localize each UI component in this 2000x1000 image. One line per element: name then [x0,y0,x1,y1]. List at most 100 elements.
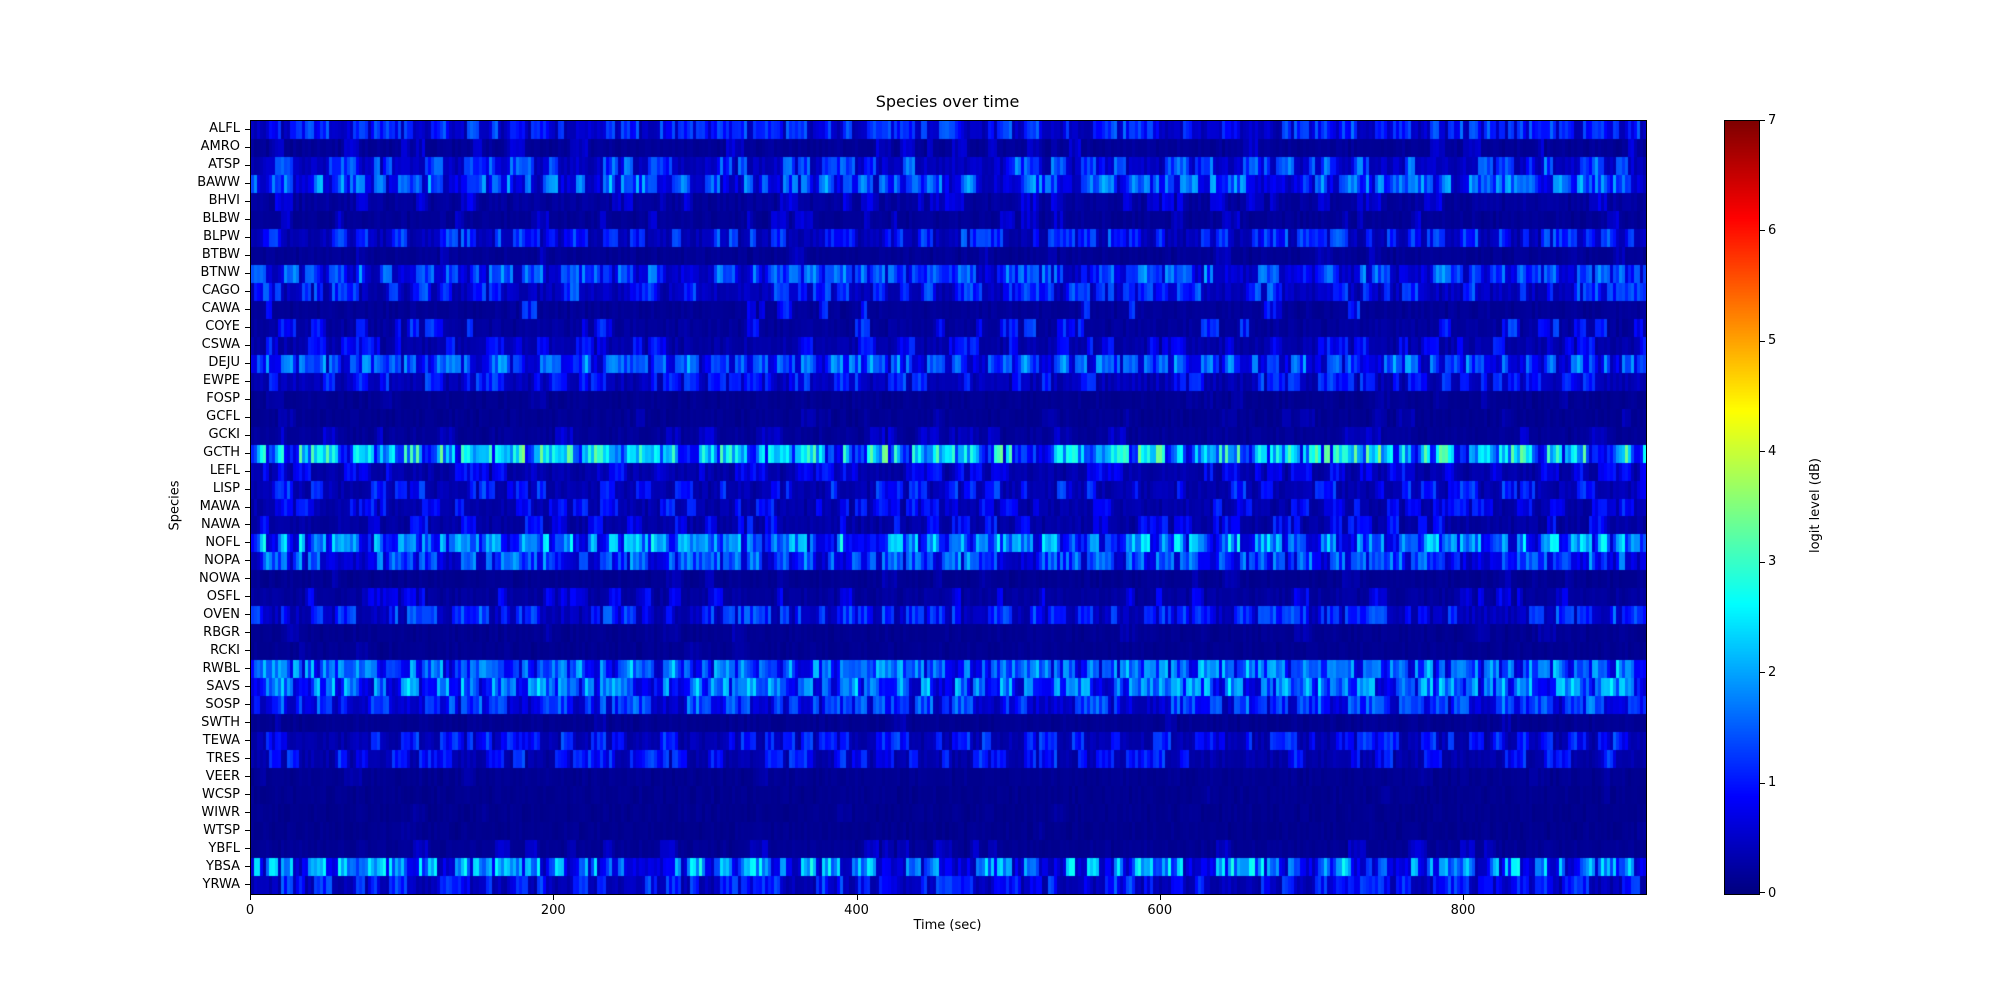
ytick-TRES: TRES [206,750,240,766]
colorbar-tick-mark [1760,562,1765,563]
ytick-COYE: COYE [205,319,240,335]
ytick-mark [245,830,250,831]
ytick-mark [245,884,250,885]
colorbar-tick-5: 5 [1768,333,1777,349]
colorbar-canvas [1725,121,1759,894]
ytick-mark [245,273,250,274]
ytick-mark [245,542,250,543]
colorbar-tick-mark [1760,341,1765,342]
ytick-RWBL: RWBL [202,660,240,676]
ytick-mark [245,165,250,166]
ytick-ATSP: ATSP [208,157,240,173]
ytick-mark [245,489,250,490]
ytick-mark [245,309,250,310]
ytick-mark [245,632,250,633]
ytick-NOWA: NOWA [199,570,240,586]
ytick-mark [245,417,250,418]
ytick-BTNW: BTNW [200,265,240,281]
ytick-mark [245,740,250,741]
colorbar-tick-6: 6 [1768,222,1777,238]
colorbar-tick-4: 4 [1768,443,1777,459]
ytick-mark [245,686,250,687]
heatmap-plot [250,120,1647,895]
ytick-mark [245,399,250,400]
ytick-mark [245,219,250,220]
ytick-EWPE: EWPE [202,373,240,389]
ytick-GCTH: GCTH [203,445,240,461]
ytick-NAWA: NAWA [201,516,240,532]
ytick-LISP: LISP [212,481,240,497]
ytick-CAGO: CAGO [201,283,240,299]
ytick-mark [245,183,250,184]
ytick-BAWW: BAWW [197,175,240,191]
ytick-NOFL: NOFL [205,534,240,550]
colorbar-tick-mark [1760,783,1765,784]
xtick-200: 200 [540,903,566,918]
ytick-mark [245,255,250,256]
xtick-mark [1160,895,1161,900]
ytick-YRWA: YRWA [202,876,240,892]
colorbar-label: logit level (dB) [1808,457,1824,554]
ytick-AMRO: AMRO [200,139,240,155]
ytick-FOSP: FOSP [206,391,240,407]
ytick-mark [245,578,250,579]
ytick-SAVS: SAVS [206,678,240,694]
xtick-mark [553,895,554,900]
ytick-mark [245,812,250,813]
colorbar-tick-3: 3 [1768,554,1777,570]
ytick-YBFL: YBFL [208,840,240,856]
ytick-SOSP: SOSP [205,696,240,712]
xtick-0: 0 [245,903,255,918]
colorbar-tick-7: 7 [1768,112,1777,128]
ytick-RCKI: RCKI [210,642,240,658]
colorbar-tick-mark [1760,892,1765,893]
ytick-mark [245,453,250,454]
ytick-mark [245,794,250,795]
ytick-WIWR: WIWR [201,804,240,820]
ytick-CAWA: CAWA [201,301,240,317]
xtick-mark [250,895,251,900]
xtick-mark [857,895,858,900]
ytick-mark [245,129,250,130]
ytick-mark [245,596,250,597]
ytick-mark [245,704,250,705]
heatmap-canvas [251,121,1646,894]
xtick-600: 600 [1147,903,1173,918]
ytick-mark [245,866,250,867]
ytick-NOPA: NOPA [204,552,240,568]
ytick-mark [245,291,250,292]
ytick-WTSP: WTSP [203,822,240,838]
ytick-mark [245,471,250,472]
ytick-mark [245,201,250,202]
ytick-mark [245,381,250,382]
ytick-YBSA: YBSA [205,858,240,874]
ytick-DEJU: DEJU [208,355,240,371]
xtick-mark [1463,895,1464,900]
ytick-BLPW: BLPW [203,229,240,245]
xtick-800: 800 [1450,903,1476,918]
ytick-BLBW: BLBW [202,211,240,227]
ytick-RBGR: RBGR [203,624,240,640]
ytick-SWTH: SWTH [201,714,240,730]
ytick-mark [245,560,250,561]
ytick-OSFL: OSFL [206,588,240,604]
ytick-mark [245,668,250,669]
ytick-mark [245,524,250,525]
colorbar-tick-1: 1 [1768,775,1777,791]
ytick-mark [245,758,250,759]
ytick-GCFL: GCFL [206,409,240,425]
ytick-ALFL: ALFL [209,121,240,137]
ytick-CSWA: CSWA [201,337,240,353]
chart-title: Species over time [875,92,1020,111]
ytick-mark [245,345,250,346]
colorbar [1724,120,1760,895]
ytick-mark [245,435,250,436]
ytick-mark [245,237,250,238]
colorbar-tick-2: 2 [1768,664,1777,680]
ytick-mark [245,722,250,723]
ytick-BHVI: BHVI [208,193,240,209]
colorbar-tick-mark [1760,672,1765,673]
ytick-mark [245,848,250,849]
ytick-WCSP: WCSP [201,786,240,802]
xtick-400: 400 [844,903,869,918]
